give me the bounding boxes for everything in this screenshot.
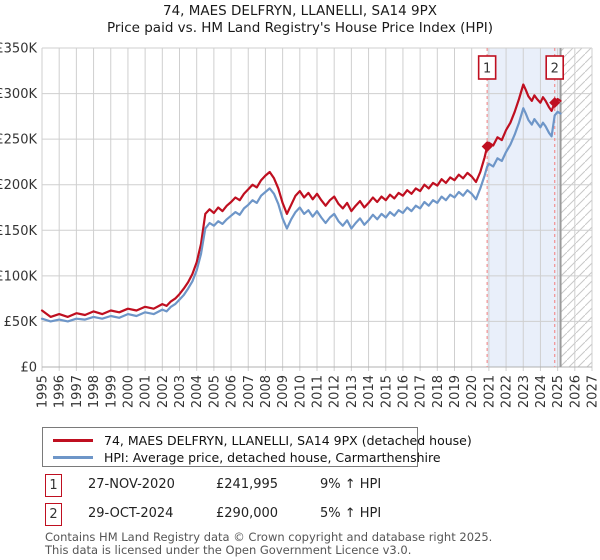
price-chart-svg: 1 2 £0 £50K £100K £150K £200K £250K £300K £350K 19… [0,42,600,409]
x-tick-label: 2018 [431,375,446,408]
y-tick-label: £200K [0,178,37,193]
x-tick-label: 2020 [465,375,480,408]
x-tick-label: 2017 [414,375,429,408]
price-chart: 1 2 £0 £50K £100K £150K £200K £250K £300K £350K 19… [0,36,600,428]
license-footer: Contains HM Land Registry data © Crown c… [45,531,585,556]
x-tick-label: 2001 [139,375,154,408]
hpi-line [40,107,562,323]
x-tick-label: 2024 [534,375,549,408]
x-tick-label: 2016 [396,375,411,408]
x-tick-label: 2003 [173,375,188,408]
legend-item-hpi: HPI: Average price, detached house, Carm… [53,449,441,465]
x-tick-label: 2025 [551,375,566,408]
x-tick-label: 1996 [53,375,68,408]
legend-label-property: 74, MAES DELFRYN, LLANELLI, SA14 9PX (de… [104,432,472,448]
sale-1-marker [481,140,493,152]
future-hatch-region [560,48,592,367]
sale-2-badge: 2 [45,503,62,526]
legend-item-property: 74, MAES DELFRYN, LLANELLI, SA14 9PX (de… [53,432,472,448]
x-tick-label: 2022 [500,375,515,408]
sale-1-badge: 1 [45,474,62,497]
transaction-row-1: 1 27-NOV-2020 £241,995 9% ↑ HPI [45,474,585,498]
x-tick-label: 2011 [311,375,326,408]
x-tick-label: 2010 [293,375,308,408]
x-tick-label: 2013 [345,375,360,408]
sale-1-flag-box [477,55,497,80]
x-tick-label: 2006 [225,375,240,408]
x-tick-label: 2004 [190,375,205,408]
sale-1-flag-number: 1 [483,62,491,77]
sale-2-date: 29-OCT-2024 [88,506,174,521]
sale-2-flag-box [545,55,565,80]
y-tick-label: £0 [20,361,37,376]
sale-2-marker [549,97,561,109]
x-tick-label: 2021 [482,375,497,408]
page-subtitle: Price paid vs. HM Land Registry's House … [107,20,493,36]
x-tick-label: 1998 [87,375,102,408]
chart-header: 74, MAES DELFRYN, LLANELLI, SA14 9PX Pri… [0,3,600,37]
sale-1-vs-hpi: 9% ↑ HPI [320,477,382,492]
x-tick-label: 2005 [207,375,222,408]
hpi-line-swatch [53,455,93,459]
x-tick-label: 2000 [121,375,136,408]
y-tick-label: £100K [0,269,37,284]
chart-legend: 74, MAES DELFRYN, LLANELLI, SA14 9PX (de… [42,427,472,467]
sale-2-vs-hpi: 5% ↑ HPI [320,506,382,521]
x-tick-label: 2012 [328,375,343,408]
x-tick-label: 1999 [104,375,119,408]
x-tick-label: 2009 [276,375,291,408]
x-tick-label: 2023 [517,375,532,408]
x-tick-label: 1995 [36,375,51,408]
x-tick-label: 2026 [568,375,583,408]
sale-2-flag-number: 2 [551,62,559,77]
x-tick-label: 2002 [156,375,171,408]
y-tick-label: £350K [0,42,37,57]
sale-2-price: £290,000 [216,506,279,521]
x-tick-label: 2015 [379,375,394,408]
legend-label-hpi: HPI: Average price, detached house, Carm… [104,449,441,465]
footer-line-2: This data is licensed under the Open Gov… [45,542,412,557]
sale-1-price: £241,995 [216,477,279,492]
x-tick-label: 2014 [362,375,377,408]
transaction-row-2: 2 29-OCT-2024 £290,000 5% ↑ HPI [45,503,585,527]
y-tick-label: £300K [0,87,37,102]
property-price-line [40,83,562,318]
y-tick-label: £150K [0,224,37,239]
x-tick-label: 2007 [242,375,257,408]
x-tick-label: 1997 [70,375,85,408]
property-line-swatch [53,438,93,442]
sale-1-date: 27-NOV-2020 [88,477,175,492]
y-tick-label: £50K [4,315,38,330]
page-title: 74, MAES DELFRYN, LLANELLI, SA14 9PX [162,3,437,19]
between-sales-shade [487,48,561,367]
x-tick-label: 2008 [259,375,274,408]
x-tick-label: 2027 [586,375,600,408]
y-tick-label: £250K [0,133,37,148]
x-tick-label: 2019 [448,375,463,408]
footer-line-1: Contains HM Land Registry data © Crown c… [45,530,493,544]
